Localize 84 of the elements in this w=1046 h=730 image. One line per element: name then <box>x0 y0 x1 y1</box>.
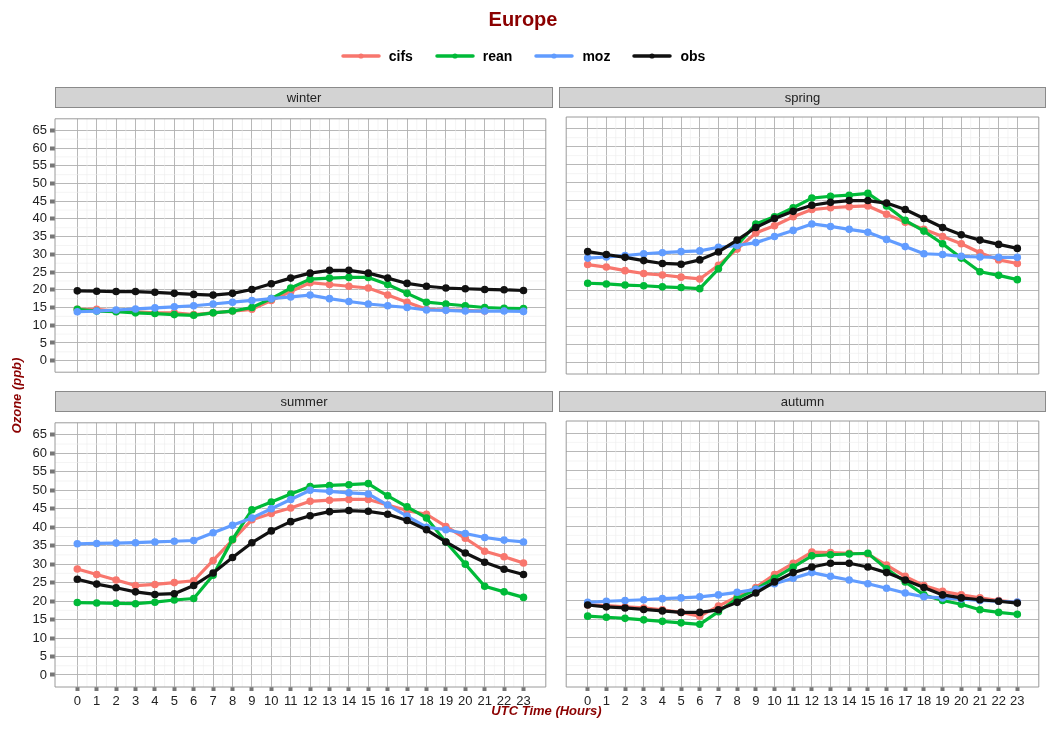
x-tick-label: 1 <box>602 693 610 709</box>
y-tick-label: 35 <box>32 228 47 244</box>
x-tick-label: 18 <box>916 693 932 709</box>
legend-label: cifs <box>388 48 413 64</box>
y-tick-label: 55 <box>32 463 47 479</box>
x-tick-label: 1 <box>93 693 101 709</box>
x-tick-label: 12 <box>302 693 318 709</box>
x-tick-label: 16 <box>380 693 395 709</box>
legend-label: obs <box>680 48 706 64</box>
x-tick-label: 20 <box>458 693 473 709</box>
x-tick-label: 21 <box>972 693 988 709</box>
x-tick-label: 19 <box>935 693 950 709</box>
y-tick-label: 45 <box>32 192 47 208</box>
x-tick-label: 15 <box>860 693 876 709</box>
x-tick-label: 13 <box>322 693 337 709</box>
y-tick-label: 45 <box>32 500 47 516</box>
x-tick-label: 8 <box>228 693 237 709</box>
x-tick-label: 2 <box>112 693 120 709</box>
y-tick-label: 5 <box>39 334 47 350</box>
y-tick-label: 5 <box>39 648 47 664</box>
x-tick-label: 9 <box>752 693 760 709</box>
x-tick-label: 22 <box>991 693 1006 709</box>
y-tick-label: 10 <box>32 316 47 332</box>
x-tick-label: 6 <box>190 693 198 709</box>
x-tick-label: 7 <box>714 693 723 709</box>
y-tick-label: 60 <box>32 139 47 155</box>
x-tick-label: 9 <box>248 693 256 709</box>
x-tick-label: 18 <box>419 693 434 709</box>
y-tick-label: 25 <box>32 574 47 590</box>
x-tick-label: 2 <box>621 693 629 709</box>
x-tick-label: 8 <box>733 693 741 709</box>
y-axis-title: Ozone (ppb) <box>8 356 24 436</box>
x-tick-label: 4 <box>658 693 667 709</box>
y-tick-label: 30 <box>32 245 47 261</box>
y-tick-label: 15 <box>32 611 47 627</box>
x-tick-label: 10 <box>264 693 279 709</box>
y-tick-label: 25 <box>32 263 47 279</box>
x-tick-label: 5 <box>170 693 178 709</box>
x-tick-label: 4 <box>151 693 159 709</box>
x-tick-label: 0 <box>584 693 592 709</box>
x-tick-label: 7 <box>209 693 217 709</box>
x-tick-label: 3 <box>640 693 648 709</box>
y-tick-label: 50 <box>32 481 47 497</box>
chart-title: summer <box>280 394 328 409</box>
y-tick-label: 15 <box>32 299 47 315</box>
y-tick-label: 20 <box>32 281 47 297</box>
x-tick-label: 6 <box>696 693 704 709</box>
x-tick-label: 11 <box>786 693 800 709</box>
text: Europe <box>487 8 559 31</box>
y-tick-label: 35 <box>32 537 47 553</box>
x-tick-label: 15 <box>361 693 376 709</box>
legend-label: moz <box>582 48 611 64</box>
y-tick-label: 40 <box>32 210 47 226</box>
y-tick-label: 0 <box>39 666 47 682</box>
x-tick-label: 17 <box>399 693 415 709</box>
x-tick-label: 10 <box>767 693 782 709</box>
chart-title: spring <box>784 90 821 105</box>
x-tick-label: 11 <box>283 693 298 709</box>
x-tick-label: 3 <box>131 693 140 709</box>
y-tick-label: 55 <box>32 157 47 173</box>
chart-title: winter <box>286 90 322 105</box>
y-tick-label: 30 <box>32 555 47 571</box>
x-tick-label: 0 <box>73 693 81 709</box>
y-tick-label: 65 <box>32 426 47 442</box>
x-tick-label: 12 <box>804 693 820 709</box>
x-tick-label: 5 <box>677 693 685 709</box>
chart-title: autumn <box>780 394 825 409</box>
x-tick-label: 20 <box>954 693 969 709</box>
y-tick-label: 20 <box>32 592 47 608</box>
x-tick-label: 21 <box>477 693 492 709</box>
x-tick-label: 13 <box>823 693 838 709</box>
y-tick-label: 40 <box>32 518 47 534</box>
y-tick-label: 10 <box>32 629 47 645</box>
x-tick-label: 17 <box>898 693 913 709</box>
x-tick-label: 19 <box>438 693 454 709</box>
y-tick-label: 50 <box>32 175 47 191</box>
y-tick-label: 0 <box>39 352 47 368</box>
x-tick-label: 14 <box>341 693 357 709</box>
x-tick-label: 16 <box>879 693 894 709</box>
legend-label: rean <box>482 48 513 64</box>
x-tick-label: 23 <box>1010 693 1025 709</box>
y-tick-label: 60 <box>32 444 47 460</box>
x-tick-label: 14 <box>841 693 857 709</box>
y-tick-label: 65 <box>32 121 47 137</box>
